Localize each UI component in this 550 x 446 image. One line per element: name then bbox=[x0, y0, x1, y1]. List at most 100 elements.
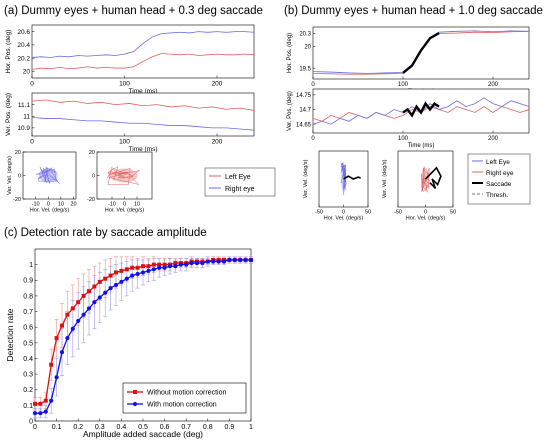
y-tick-label: 0.4 bbox=[23, 356, 33, 363]
velocity-cloud-right bbox=[38, 168, 58, 183]
x-tick-label: 50 bbox=[365, 210, 371, 216]
plot-area bbox=[32, 31, 254, 70]
x-tick-label: 0.6 bbox=[160, 424, 170, 431]
axes-frame bbox=[31, 24, 255, 79]
data-point bbox=[178, 262, 183, 267]
y-axis-label: Ver. Vel. (deg/s) bbox=[303, 159, 309, 198]
data-point bbox=[173, 264, 178, 269]
x-tick-label: 0 bbox=[47, 202, 50, 208]
legend-a-right-label: Right eye bbox=[225, 186, 255, 193]
x-tick-label: 0.8 bbox=[203, 424, 213, 431]
x-axis-label: Time (ms) bbox=[408, 143, 435, 149]
y-axis-label: Ver. Pos. (deg) bbox=[5, 93, 12, 136]
y-tick-label: 14.7 bbox=[299, 108, 311, 114]
data-point bbox=[33, 401, 37, 406]
data-point bbox=[200, 260, 205, 266]
data-point bbox=[146, 264, 151, 269]
x-tick-label: 0 bbox=[311, 136, 315, 142]
data-point bbox=[49, 398, 54, 403]
y-tick-label: 0.6 bbox=[23, 325, 33, 332]
data-point bbox=[140, 270, 146, 275]
data-point bbox=[32, 411, 38, 416]
data-point bbox=[146, 268, 151, 273]
data-point bbox=[54, 375, 59, 380]
axes-frame bbox=[22, 151, 77, 200]
y-tick-label: 1 bbox=[29, 262, 33, 269]
data-point bbox=[81, 293, 86, 298]
data-point bbox=[103, 276, 108, 281]
y-axis-label: Ver. Vel. (deg/s) bbox=[382, 159, 388, 198]
x-tick-label: 0 bbox=[342, 210, 345, 216]
data-point bbox=[92, 300, 97, 305]
x-tick-label: 200 bbox=[488, 136, 499, 142]
legend-a-left-label: Left Eye bbox=[225, 174, 251, 181]
data-point bbox=[157, 262, 162, 267]
y-tick-label: 20 bbox=[304, 45, 311, 51]
y-axis-label: Detection rate bbox=[5, 308, 15, 361]
x-tick-label: 50 bbox=[450, 210, 456, 216]
data-point bbox=[211, 259, 216, 264]
y-tick-label: 20.6 bbox=[17, 29, 30, 36]
panel-c-title: (c) Detection rate by saccade amplitude bbox=[4, 227, 207, 239]
x-axis-label: Hor. Vel. (deg/s) bbox=[406, 216, 446, 222]
x-tick-label: 200 bbox=[488, 82, 499, 88]
velocity-trace-left bbox=[421, 166, 430, 193]
plot-area bbox=[421, 166, 442, 193]
data-point bbox=[65, 336, 70, 341]
data-point bbox=[38, 411, 43, 416]
y-tick-label: 20.4 bbox=[17, 42, 30, 49]
x-axis-label: Hor. Vel. (deg/s) bbox=[105, 208, 145, 214]
data-point bbox=[54, 336, 59, 341]
series-line-left bbox=[32, 99, 254, 111]
data-point bbox=[189, 260, 194, 266]
data-point bbox=[113, 282, 119, 288]
y-tick-label: 20 bbox=[15, 150, 21, 156]
x-tick-label: 0 bbox=[424, 210, 427, 216]
y-tick-label: 19.5 bbox=[299, 66, 311, 72]
y-tick-label: 14.65 bbox=[296, 122, 312, 128]
data-point bbox=[248, 257, 254, 263]
data-point bbox=[76, 318, 81, 324]
data-point bbox=[221, 259, 227, 264]
legend-a: Left Eye Right eye bbox=[204, 167, 276, 197]
panel-b-title: (b) Dummy eyes + human head + 1.0 deg sa… bbox=[284, 5, 543, 17]
y-tick-label: 0.5 bbox=[23, 340, 33, 347]
x-axis-label: Time (ms) bbox=[128, 146, 157, 153]
data-point bbox=[119, 279, 124, 284]
series-line-saccade bbox=[343, 175, 361, 180]
x-tick-label: 100 bbox=[398, 82, 409, 88]
x-axis-label: Amplitude added saccade (deg) bbox=[83, 429, 203, 439]
x-tick-label: -50 bbox=[315, 210, 323, 216]
x-tick-label: 10 bbox=[58, 202, 64, 208]
legend-b-saccade-label: Saccade bbox=[486, 181, 512, 188]
legend-c-box bbox=[122, 382, 247, 414]
axes-frame bbox=[96, 151, 153, 200]
data-point bbox=[38, 401, 43, 406]
data-point bbox=[65, 312, 70, 317]
legend-b-left-label: Left Eye bbox=[486, 159, 510, 166]
data-point bbox=[216, 259, 221, 264]
data-point bbox=[108, 273, 113, 278]
data-point bbox=[49, 362, 54, 367]
series-line-right bbox=[32, 117, 254, 131]
x-tick-label: 100 bbox=[398, 136, 409, 142]
series-line-saccade bbox=[402, 32, 440, 74]
chart-c: 0 0.1 0.2 0.3 0.4 0.5 0.6 0.7 0.8 0.9 1 0 0.1 0.2 0.3 0… bbox=[5, 248, 254, 439]
series-line-left bbox=[32, 53, 254, 70]
data-point bbox=[97, 295, 102, 300]
x-tick-label: 0.5 bbox=[138, 424, 148, 431]
data-point bbox=[124, 267, 129, 272]
data-point bbox=[157, 265, 162, 270]
data-point bbox=[130, 265, 135, 270]
legend-c-label-with: With motion correction bbox=[147, 402, 217, 409]
legend-b: Left Eye Right eye Saccade Thresh. bbox=[467, 153, 531, 205]
chart-b-ver: 0 100 200 14.65 14.7 14.75 Time (ms) Ver. Pos. … bbox=[287, 88, 530, 149]
legend-c-label-without: Without motion correction bbox=[147, 390, 226, 397]
y-axis-label: Hor. Pos. (deg) bbox=[287, 33, 293, 73]
x-tick-label: 0 bbox=[30, 139, 34, 146]
y-tick-label: -20 bbox=[87, 197, 95, 203]
y-axis-label: Ver. Pos. (deg) bbox=[287, 91, 293, 131]
axes-frame bbox=[312, 26, 530, 80]
